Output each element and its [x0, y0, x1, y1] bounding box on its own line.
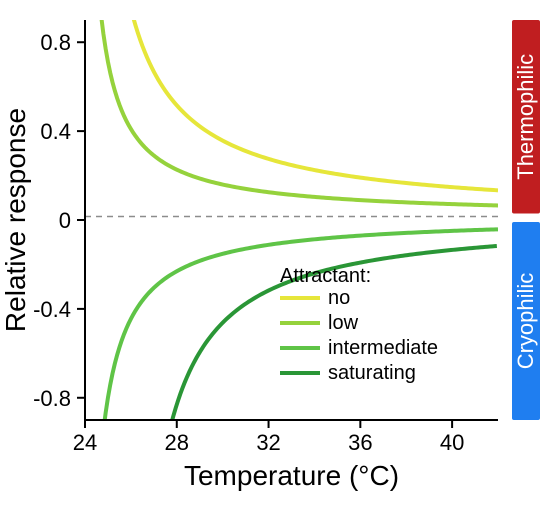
curve-low: [85, 0, 498, 205]
y-tick-label: -0.4: [33, 297, 71, 322]
x-tick-label: 28: [165, 430, 189, 455]
legend-label: low: [328, 312, 359, 334]
x-tick-label: 40: [440, 430, 464, 455]
x-tick-label: 24: [73, 430, 97, 455]
legend-label: no: [328, 287, 350, 309]
y-axis-title: Relative response: [0, 108, 31, 332]
y-tick-label: 0.8: [40, 30, 71, 55]
curve-no: [85, 0, 498, 190]
x-axis-title: Temperature (°C): [184, 460, 399, 491]
sidebar-label: Thermophilic: [513, 54, 538, 180]
sidebar-label: Cryophilic: [513, 273, 538, 370]
chart-container: 24 28 32 36 40 -0.8 -0.4 0 0.4 0.8 Temperature (°C…: [0, 0, 558, 500]
legend-title: Attractant:: [280, 265, 371, 287]
legend-label: saturating: [328, 362, 416, 384]
x-tick-label: 32: [256, 430, 280, 455]
chart-svg: 24 28 32 36 40 -0.8 -0.4 0 0.4 0.8 Temperature (°C…: [0, 0, 558, 500]
x-tick-label: 36: [348, 430, 372, 455]
y-tick-label: 0: [59, 208, 71, 233]
legend-label: intermediate: [328, 337, 438, 359]
y-tick-label: 0.4: [40, 119, 71, 144]
y-tick-label: -0.8: [33, 386, 71, 411]
